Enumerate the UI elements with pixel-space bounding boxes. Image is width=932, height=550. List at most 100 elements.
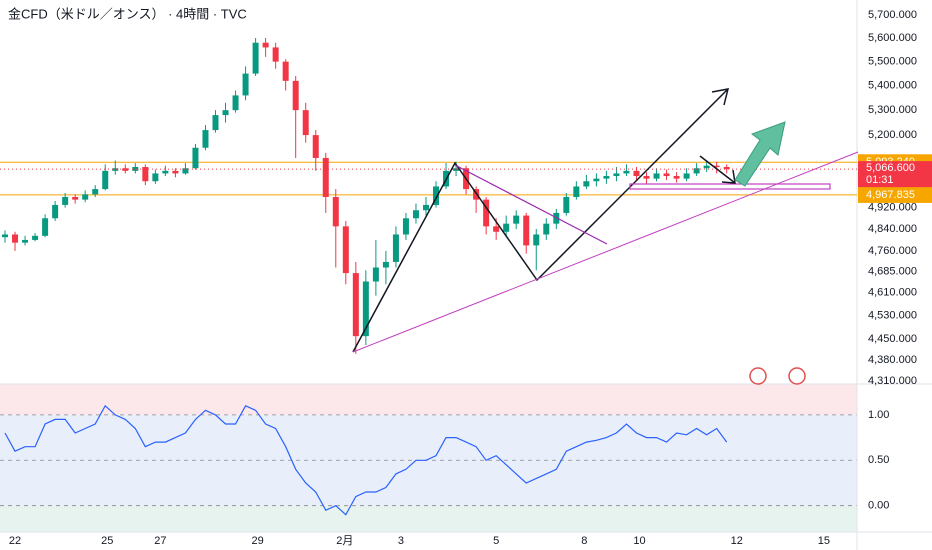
candle-body [282,61,289,81]
band [0,384,857,415]
y-tick-label: 4,840.000 [868,223,917,235]
candle-body [152,173,159,182]
countdown: 01:31 [866,174,894,186]
candle-body [252,42,259,74]
candle-body [202,130,209,148]
last-price-label: 5,066.600 [866,162,915,174]
candle-body [92,189,99,195]
y-tick-label: 5,400.000 [868,80,917,92]
x-tick-label: 2月 [336,535,353,547]
candle-body [613,173,620,177]
x-tick-label: 29 [251,535,263,547]
y-tick-label: 4,685.000 [868,266,917,278]
indicator-line [4,404,728,516]
x-tick-label: 12 [731,535,743,547]
y-tick-label: 1.00 [868,409,889,421]
candle-body [723,166,730,170]
candle-body [162,170,169,174]
candle-body [402,218,409,235]
x-tick-label: 5 [493,535,499,547]
x-tick-label: 25 [101,535,113,547]
chart-title: 金CFD（米ドル／オンス） · 4時間 · TVC [8,6,247,21]
candle-body [52,204,59,219]
candle-body [142,166,149,182]
candle-body [573,186,580,197]
background [0,384,857,532]
event-icon[interactable] [788,367,806,385]
x-tick-label: 27 [154,535,166,547]
candle-body [242,73,249,96]
y-tick-label: 5,200.000 [868,129,917,141]
candle-body [392,234,399,262]
last-price-box [858,161,932,188]
candle-body [583,181,590,187]
candle-body [322,157,329,197]
event-icon[interactable] [749,367,767,385]
candle-body [372,267,379,282]
candle-body [673,176,680,179]
y-tick-label: 4,760.000 [868,245,917,257]
candle-body [523,215,530,246]
support-line [352,151,859,353]
candle-body [352,273,359,337]
candle-body [703,165,710,169]
resistance-line [454,164,608,245]
candle-body [122,168,129,171]
candle-body [82,194,89,200]
candle-body [543,223,550,235]
candle-body [643,176,650,179]
candle-body [102,170,109,190]
small-arrow-head [721,169,736,184]
candle-body [302,110,309,136]
candle-body [693,168,700,174]
candle-body [483,199,490,227]
candle-body [422,204,429,211]
y-tick-label: 5,700.000 [868,9,917,21]
candle-body [212,115,219,131]
small-arrow [699,155,736,184]
candle-body [192,147,199,169]
candle-body [182,168,189,174]
projection-arrow [734,121,786,187]
candle-body [292,80,299,111]
price-label-box [858,186,932,203]
y-tick-label: 0.50 [868,454,889,466]
candle-body [342,226,349,274]
candle-body [272,47,279,62]
candle-body [12,234,19,243]
x-tick-label: 8 [581,535,587,547]
candle-body [362,281,369,337]
axes: 5,700.000 5,600.000 5,500.000 5,400.000 5,30… [9,9,932,547]
candle-body [2,234,9,238]
candle-body [683,173,690,179]
candle-body [32,235,39,240]
candle-body [172,170,179,174]
candle-body [312,135,319,158]
y-tick-label: 4,310.000 [868,375,917,387]
x-tick-label: 3 [398,535,404,547]
x-tick-label: 10 [633,535,645,547]
candle-body [623,170,630,174]
candle-body [503,223,510,232]
y-tick-label: 5,600.000 [868,32,917,44]
candle-body [132,166,139,171]
y-tick-label: 5,300.000 [868,104,917,116]
y-tick-label: 0.00 [868,500,889,512]
candle-body [493,226,500,232]
candle-body [713,165,720,167]
y-tick-label: 4,610.000 [868,287,917,299]
candle-body [633,170,640,177]
band [0,505,857,532]
candle-body [433,186,440,205]
candle-body [653,173,660,179]
candle-body [62,196,69,205]
candle-body [72,196,79,200]
trend-line [352,89,728,353]
candle-body [563,196,570,213]
candle-body [262,42,269,48]
price-label: 4,967.835 [866,189,915,201]
y-tick-label: 5,500.000 [868,56,917,68]
candle-body [232,95,239,111]
